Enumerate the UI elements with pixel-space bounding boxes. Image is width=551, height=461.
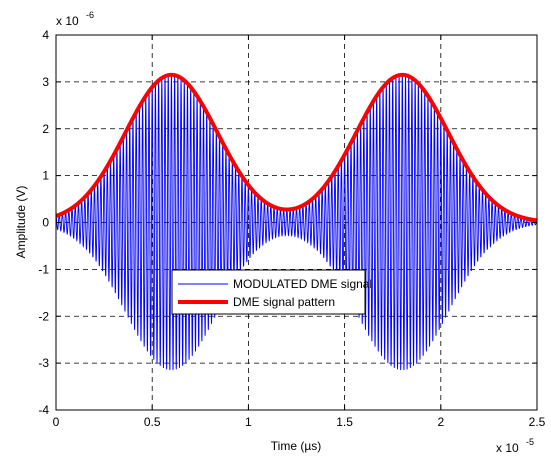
legend-box <box>171 269 366 315</box>
y-tick-label: -3 <box>38 356 49 370</box>
y-tick-label: 3 <box>42 75 49 89</box>
y-tick-label: 0 <box>42 216 49 230</box>
y-tick-label: 4 <box>42 28 49 42</box>
series-dme-signal-pattern <box>54 72 539 223</box>
x-axis-label: Time (µs) <box>271 439 321 453</box>
x-exponent-power: -5 <box>526 437 534 447</box>
legend: MODULATED DME signal DME signal pattern <box>171 269 372 315</box>
x-tick-label: 0.5 <box>144 415 161 429</box>
y-exponent-base: x 10 <box>56 14 79 28</box>
y-tick-label: 2 <box>42 122 49 136</box>
y-tick-label: -1 <box>38 262 49 276</box>
legend-label-pattern: DME signal pattern <box>233 295 335 309</box>
x-tick-label: 2.5 <box>529 415 546 429</box>
plot-content <box>54 72 539 371</box>
x-tick-label: 0 <box>53 415 60 429</box>
y-tick-label: -2 <box>38 309 49 323</box>
ticks <box>55 34 538 411</box>
y-tick-label: -4 <box>38 403 49 417</box>
y-axis-label: Amplitude (V) <box>14 186 28 259</box>
y-tick-label: 1 <box>42 169 49 183</box>
x-tick-label: 1.5 <box>336 415 353 429</box>
y-exponent-power: -6 <box>86 10 94 20</box>
x-exponent-base: x 10 <box>496 441 519 455</box>
tick-labels: 0 0.5 1 1.5 2 2.5 4 3 2 1 0 -1 -2 -3 -4 <box>38 28 545 429</box>
x-tick-label: 2 <box>437 415 444 429</box>
legend-label-modulated: MODULATED DME signal <box>233 277 372 291</box>
x-tick-label: 1 <box>245 415 252 429</box>
